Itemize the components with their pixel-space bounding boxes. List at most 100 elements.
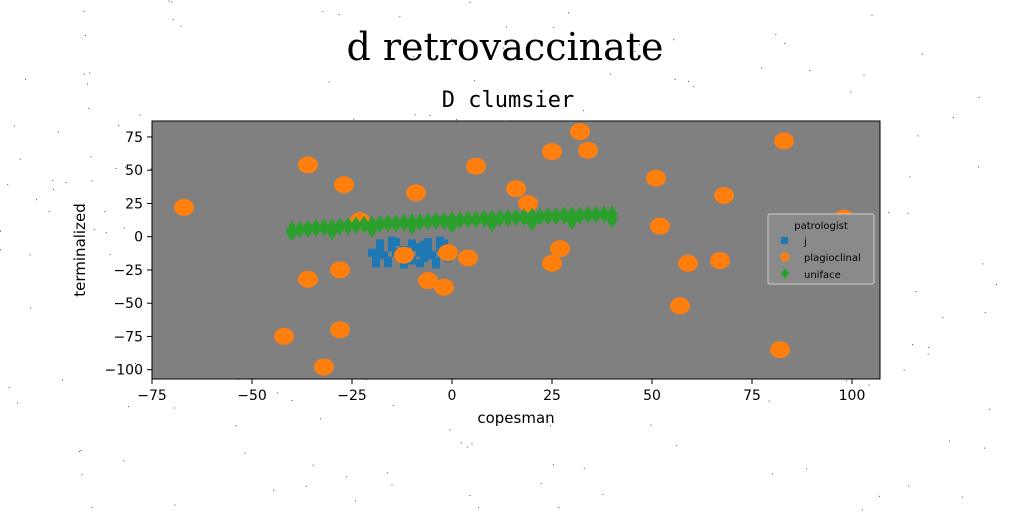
point-uniface xyxy=(326,222,338,241)
speckle xyxy=(353,118,355,120)
speckle xyxy=(467,446,469,448)
speckle xyxy=(567,12,569,14)
point-plagioclinal xyxy=(314,358,334,376)
point-j xyxy=(388,243,396,252)
speckle xyxy=(65,182,67,184)
speckle xyxy=(84,35,86,36)
point-uniface xyxy=(390,214,402,233)
point-plagioclinal xyxy=(550,240,570,258)
speckle xyxy=(392,404,394,406)
speckle xyxy=(273,489,275,491)
point-plagioclinal xyxy=(710,252,730,270)
speckle xyxy=(879,495,880,497)
point-plagioclinal xyxy=(394,246,414,264)
point-uniface xyxy=(430,211,442,230)
speckle xyxy=(322,11,324,13)
point-j xyxy=(420,240,428,249)
y-tick-label: 75 xyxy=(125,130,143,146)
legend-label-j: j xyxy=(803,237,807,248)
speckle xyxy=(126,199,128,201)
speckle xyxy=(130,373,132,374)
speckle xyxy=(949,440,951,442)
speckle xyxy=(673,39,675,41)
speckle xyxy=(171,1,173,3)
point-uniface xyxy=(550,207,562,226)
point-uniface xyxy=(302,219,314,238)
speckle xyxy=(312,464,314,466)
speckle xyxy=(768,400,770,402)
speckle xyxy=(83,10,85,12)
point-plagioclinal xyxy=(330,321,350,339)
x-tick-label: 75 xyxy=(743,388,761,404)
point-plagioclinal xyxy=(542,254,562,272)
speckle xyxy=(583,110,585,112)
legend-marker-uniface xyxy=(781,268,789,279)
speckle xyxy=(630,32,632,34)
speckle xyxy=(429,115,431,117)
speckle xyxy=(36,199,37,201)
speckle xyxy=(80,450,82,451)
point-j xyxy=(408,239,416,248)
speckle xyxy=(128,406,130,408)
speckle xyxy=(928,347,930,349)
plot-frame xyxy=(151,120,881,380)
speckle xyxy=(952,117,954,119)
speckle xyxy=(978,96,980,98)
point-uniface xyxy=(510,208,522,227)
speckle xyxy=(386,472,388,474)
point-plagioclinal xyxy=(406,184,426,202)
speckle xyxy=(503,47,505,49)
point-plagioclinal xyxy=(330,261,350,279)
speckle xyxy=(984,311,986,313)
x-tick-label: −75 xyxy=(137,388,167,404)
speckle xyxy=(609,73,611,75)
legend-label-uniface: uniface xyxy=(804,270,841,281)
speckle xyxy=(845,380,847,382)
speckle xyxy=(772,473,773,475)
point-plagioclinal xyxy=(418,272,438,290)
speckle xyxy=(83,73,85,75)
point-uniface xyxy=(310,219,322,238)
point-plagioclinal xyxy=(174,198,194,216)
speckle xyxy=(915,291,917,292)
point-uniface xyxy=(382,214,394,233)
series-plagioclinal-markers xyxy=(174,123,854,376)
speckle xyxy=(961,496,963,498)
y-tick-label: 25 xyxy=(125,196,143,212)
speckle xyxy=(982,263,984,265)
plot-area xyxy=(152,121,880,379)
speckle xyxy=(125,166,126,168)
speckle xyxy=(135,363,136,364)
speckle xyxy=(104,211,106,213)
point-uniface xyxy=(526,213,538,232)
speckle xyxy=(553,26,555,28)
point-plagioclinal xyxy=(646,169,666,187)
point-uniface xyxy=(286,223,298,242)
speckle xyxy=(90,156,92,158)
speckle xyxy=(338,14,340,16)
speckle xyxy=(469,495,471,497)
point-plagioclinal xyxy=(714,187,734,204)
point-plagioclinal xyxy=(570,123,590,141)
speckle xyxy=(8,387,10,389)
point-j xyxy=(376,246,384,254)
speckle xyxy=(25,79,26,81)
y-tick-label: −25 xyxy=(113,263,143,279)
speckle xyxy=(235,425,237,427)
speckle xyxy=(449,429,451,431)
speckle xyxy=(91,180,93,182)
speckle xyxy=(13,125,15,127)
speckle xyxy=(391,484,393,486)
point-plagioclinal xyxy=(678,254,698,272)
point-uniface xyxy=(406,217,418,236)
speckle xyxy=(30,307,32,309)
speckle xyxy=(989,408,991,410)
speckle xyxy=(180,25,182,27)
point-uniface xyxy=(502,209,514,228)
speckle xyxy=(17,402,19,404)
speckle xyxy=(602,493,604,495)
speckle xyxy=(58,131,60,133)
speckle xyxy=(639,44,640,46)
speckle xyxy=(888,212,890,214)
speckle xyxy=(469,1,471,3)
